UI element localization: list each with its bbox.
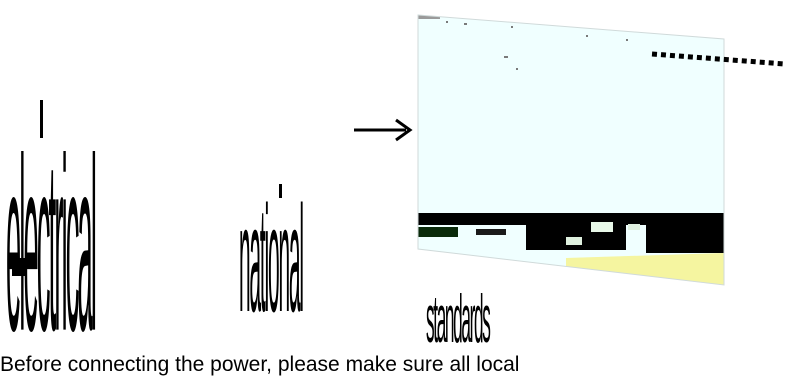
dotted-leader-line xyxy=(651,51,786,67)
label-standards: standards xyxy=(426,279,491,358)
glyph-fragment xyxy=(12,258,26,276)
caption-text: Before connecting the power, please make… xyxy=(0,353,520,376)
device-panel-image xyxy=(417,14,725,286)
glyph-fragment xyxy=(40,100,43,138)
glyph-fragment xyxy=(279,184,282,198)
label-national: national xyxy=(239,172,304,345)
label-electrical: electrical xyxy=(6,111,97,386)
right-arrow-icon xyxy=(354,118,413,142)
